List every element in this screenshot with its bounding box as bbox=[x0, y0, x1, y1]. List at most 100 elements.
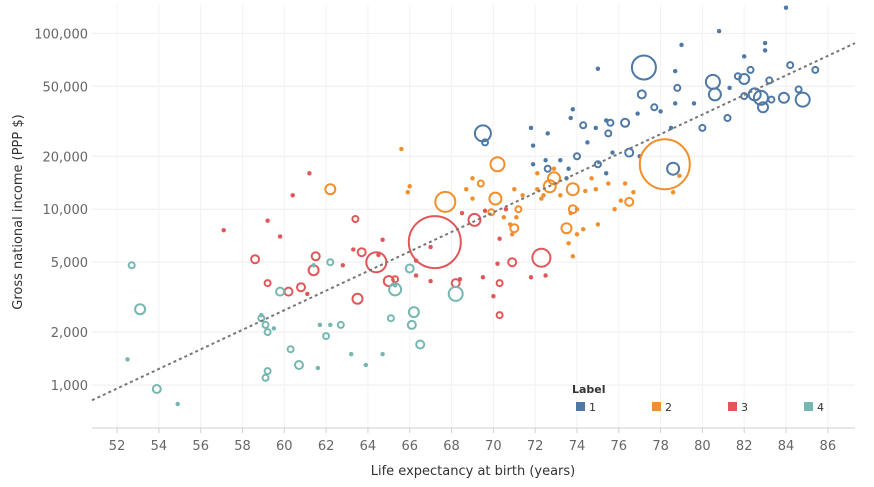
data-point-series-2 bbox=[631, 189, 636, 195]
data-point-series-2 bbox=[622, 181, 628, 186]
data-point-series-2 bbox=[489, 156, 506, 173]
data-point-series-2 bbox=[514, 215, 519, 220]
data-point-series-3 bbox=[531, 247, 552, 268]
data-point-series-3 bbox=[265, 218, 270, 223]
data-point-series-3 bbox=[459, 210, 465, 216]
data-point-series-2 bbox=[539, 196, 544, 201]
legend-swatch-4 bbox=[804, 402, 813, 411]
legend-label-1: 1 bbox=[589, 401, 596, 414]
data-point-series-3 bbox=[407, 215, 462, 270]
x-tick-label: 70 bbox=[485, 439, 502, 454]
data-point-series-4 bbox=[386, 314, 395, 323]
data-point-series-2 bbox=[612, 206, 617, 212]
data-point-series-4 bbox=[328, 322, 333, 328]
x-tick-label: 62 bbox=[318, 439, 335, 454]
data-point-series-2 bbox=[512, 186, 517, 192]
data-point-series-2 bbox=[593, 186, 599, 192]
legend-swatch-2 bbox=[652, 402, 661, 411]
data-point-series-2 bbox=[568, 210, 573, 216]
y-tick-label: 10,000 bbox=[43, 203, 89, 218]
data-point-series-1 bbox=[783, 5, 789, 10]
data-point-series-1 bbox=[794, 91, 811, 108]
data-point-series-4 bbox=[322, 332, 331, 341]
data-point-series-4 bbox=[261, 373, 270, 382]
x-axis-ticks: 52 54 56 58 60 62 64 66 68 70 72 74 76 78 80 82 84 86 bbox=[109, 428, 836, 454]
data-point-series-4 bbox=[151, 384, 162, 394]
data-point-series-2 bbox=[574, 206, 580, 212]
data-point-series-1 bbox=[481, 138, 489, 147]
data-point-series-4 bbox=[363, 362, 369, 368]
data-point-series-4 bbox=[259, 312, 264, 318]
data-point-series-3 bbox=[305, 291, 310, 297]
data-point-series-3 bbox=[221, 227, 226, 233]
data-point-series-2 bbox=[638, 138, 691, 191]
data-point-series-2 bbox=[595, 222, 601, 227]
data-point-series-3 bbox=[467, 212, 482, 227]
x-tick-label: 84 bbox=[778, 439, 795, 454]
y-tick-label: 100,000 bbox=[34, 27, 88, 42]
data-point-series-4 bbox=[263, 367, 272, 376]
data-point-series-4 bbox=[271, 326, 277, 331]
data-point-series-1 bbox=[786, 61, 795, 70]
data-point-series-4 bbox=[125, 357, 130, 362]
data-point-series-4 bbox=[447, 285, 464, 302]
data-point-series-4 bbox=[336, 320, 345, 329]
data-point-series-3 bbox=[351, 215, 360, 223]
data-point-series-1 bbox=[716, 28, 722, 34]
data-point-series-3 bbox=[277, 234, 283, 239]
data-point-series-1 bbox=[630, 54, 657, 81]
data-point-series-1 bbox=[624, 147, 635, 158]
data-point-series-2 bbox=[399, 146, 404, 152]
data-point-series-4 bbox=[286, 345, 295, 354]
data-point-series-3 bbox=[296, 282, 306, 293]
data-point-series-1 bbox=[573, 152, 581, 161]
x-tick-label: 80 bbox=[694, 439, 711, 454]
data-point-series-2 bbox=[535, 171, 540, 176]
x-tick-label: 74 bbox=[569, 439, 586, 454]
data-point-series-1 bbox=[666, 161, 681, 176]
data-point-series-1 bbox=[543, 164, 552, 173]
data-point-series-2 bbox=[606, 181, 611, 186]
data-point-series-3 bbox=[413, 273, 419, 278]
data-point-series-4 bbox=[294, 360, 304, 370]
data-point-series-3 bbox=[495, 279, 504, 288]
data-point-series-1 bbox=[543, 157, 548, 163]
x-tick-label: 82 bbox=[736, 439, 753, 454]
data-point-series-2 bbox=[565, 182, 580, 197]
data-point-series-1 bbox=[698, 123, 707, 132]
legend-label-4: 4 bbox=[817, 401, 824, 414]
data-point-series-2 bbox=[618, 198, 624, 203]
data-point-series-4 bbox=[315, 365, 321, 371]
data-point-series-3 bbox=[480, 275, 486, 280]
data-point-series-4 bbox=[261, 320, 270, 329]
data-point-series-1 bbox=[707, 87, 722, 102]
data-point-series-1 bbox=[595, 66, 601, 71]
trendline bbox=[91, 42, 856, 402]
data-point-series-1 bbox=[604, 129, 613, 138]
data-point-series-1 bbox=[757, 101, 769, 114]
data-point-series-2 bbox=[570, 254, 576, 259]
data-point-series-1 bbox=[610, 150, 615, 155]
data-point-series-3 bbox=[340, 263, 346, 268]
data-point-series-2 bbox=[535, 186, 540, 192]
data-point-series-2 bbox=[551, 166, 557, 171]
x-tick-label: 64 bbox=[360, 439, 377, 454]
legend: Label 1 2 3 4 bbox=[572, 383, 824, 414]
data-point-series-2 bbox=[624, 196, 635, 207]
data-point-series-1 bbox=[691, 101, 697, 106]
data-point-series-3 bbox=[507, 257, 518, 268]
data-point-series-2 bbox=[463, 186, 469, 192]
data-point-series-1 bbox=[528, 125, 534, 131]
data-point-series-2 bbox=[470, 176, 475, 181]
data-point-series-4 bbox=[348, 351, 354, 357]
data-point-series-3 bbox=[290, 193, 295, 198]
x-tick-label: 78 bbox=[652, 439, 669, 454]
data-point-series-1 bbox=[767, 95, 776, 104]
y-axis-title: Gross national income (PPP $) bbox=[11, 114, 26, 309]
data-point-series-1 bbox=[620, 117, 631, 128]
data-point-series-4 bbox=[317, 322, 323, 328]
data-point-series-1 bbox=[579, 121, 588, 130]
data-point-series-4 bbox=[406, 319, 417, 330]
data-point-series-1 bbox=[530, 162, 536, 167]
